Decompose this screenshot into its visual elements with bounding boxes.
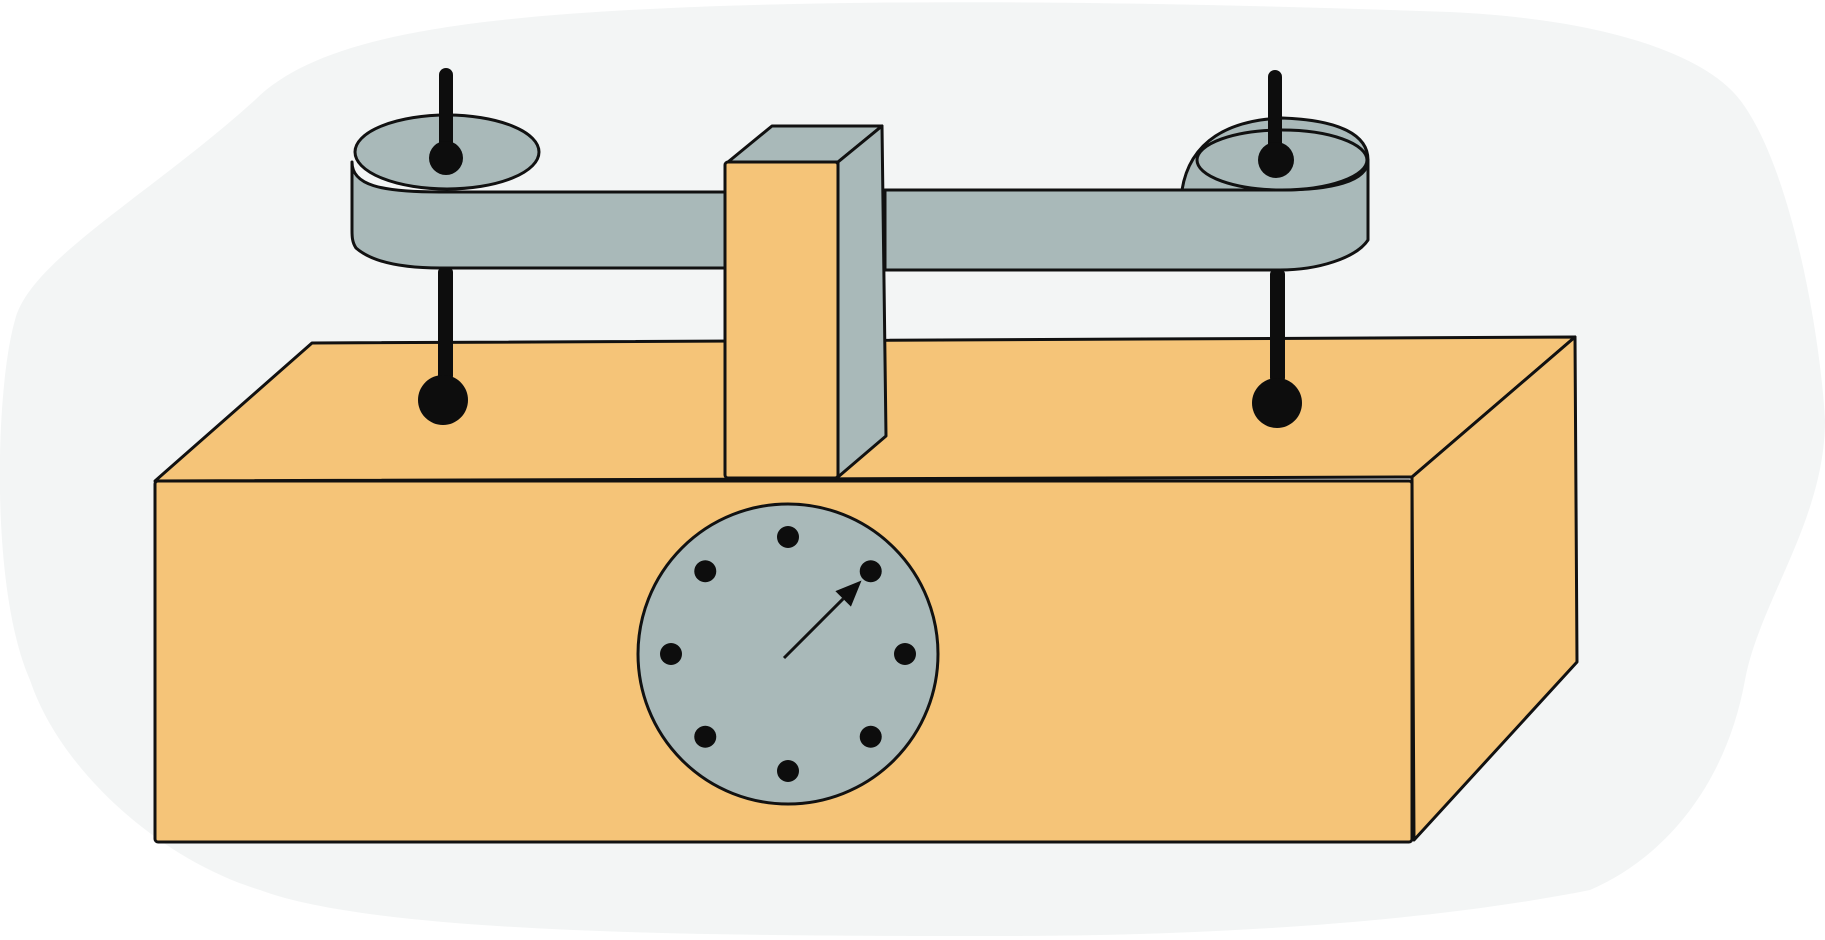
dial-marker <box>660 643 682 665</box>
dial-needle-arrowhead <box>835 580 862 607</box>
pillar-front <box>723 160 840 480</box>
dial-markers <box>660 526 916 782</box>
dial-marker <box>694 560 717 583</box>
dial-marker <box>859 560 882 583</box>
left-lower-rod <box>438 268 453 380</box>
left-upper-pin <box>429 141 463 175</box>
center-pillar <box>723 124 888 480</box>
left-arm-band <box>350 160 727 270</box>
dial-marker <box>777 760 799 782</box>
dial-needle <box>782 580 862 660</box>
pillar-side <box>836 124 888 479</box>
left-arm <box>350 113 727 270</box>
left-weight-post <box>418 68 468 425</box>
dial-marker <box>859 725 882 748</box>
right-upper-rod <box>1268 70 1282 162</box>
right-weight-post <box>1252 70 1302 428</box>
left-lower-pin <box>418 375 468 425</box>
right-lower-pin <box>1252 378 1302 428</box>
right-upper-pin <box>1258 142 1294 178</box>
right-lower-rod <box>1270 270 1285 382</box>
dial-needle-shaft <box>782 597 845 660</box>
dial-gauge <box>636 502 940 806</box>
left-upper-rod <box>439 68 453 160</box>
dial-marker <box>777 526 799 548</box>
dial-marker <box>894 643 916 665</box>
dial-marker <box>694 725 717 748</box>
